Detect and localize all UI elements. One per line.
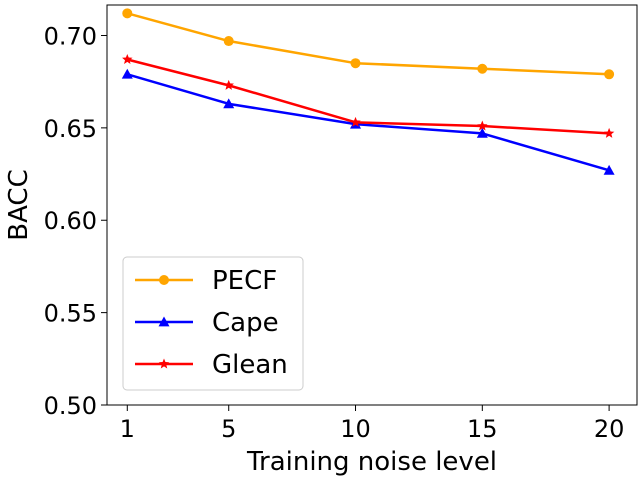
data-point-cape-0 (121, 68, 133, 79)
data-point-glean-0 (122, 54, 133, 64)
data-point-pecf-3 (477, 63, 488, 74)
y-tick-label: 0.60 (44, 207, 97, 235)
y-tick-label: 0.70 (44, 22, 97, 50)
data-point-glean-4 (603, 127, 615, 138)
legend-label-cape: Cape (212, 308, 279, 338)
data-point-glean-3 (477, 120, 488, 131)
y-tick-label: 0.50 (44, 392, 97, 420)
x-tick-label: 20 (594, 415, 625, 443)
legend-label-glean: Glean (212, 350, 288, 380)
x-tick-label: 15 (467, 415, 498, 443)
data-point-cape-3 (476, 127, 488, 138)
y-tick-label: 0.65 (44, 115, 97, 143)
series-line-pecf (126, 12, 610, 76)
x-tick-label: 10 (340, 415, 371, 443)
data-point-glean-2 (350, 116, 361, 127)
legend-marker-glean (158, 358, 170, 369)
data-point-glean-1 (223, 79, 234, 90)
axes: 1 5 10 15 200.500.550.600.650.70 (44, 22, 625, 443)
plot-area (121, 8, 615, 175)
legend-box (122, 256, 304, 391)
data-point-cape-4 (603, 164, 615, 175)
data-point-pecf-2 (350, 58, 361, 69)
x-tick-label: 5 (221, 415, 236, 443)
plot-frame (106, 4, 638, 406)
x-tick-label: 1 (120, 415, 135, 443)
data-point-pecf-0 (122, 8, 133, 19)
data-point-pecf-4 (604, 69, 615, 80)
legend: PECF Cape Glean (122, 256, 304, 391)
legend-marker-cape (158, 316, 170, 327)
legend-marker-pecf (159, 275, 169, 285)
y-tick-label: 0.55 (44, 300, 97, 328)
data-point-cape-1 (223, 98, 235, 109)
data-point-pecf-1 (223, 36, 234, 47)
x-axis-label: Training noise level (246, 447, 497, 477)
legend-label-pecf: PECF (212, 266, 277, 296)
y-axis-label: BACC (4, 169, 34, 240)
